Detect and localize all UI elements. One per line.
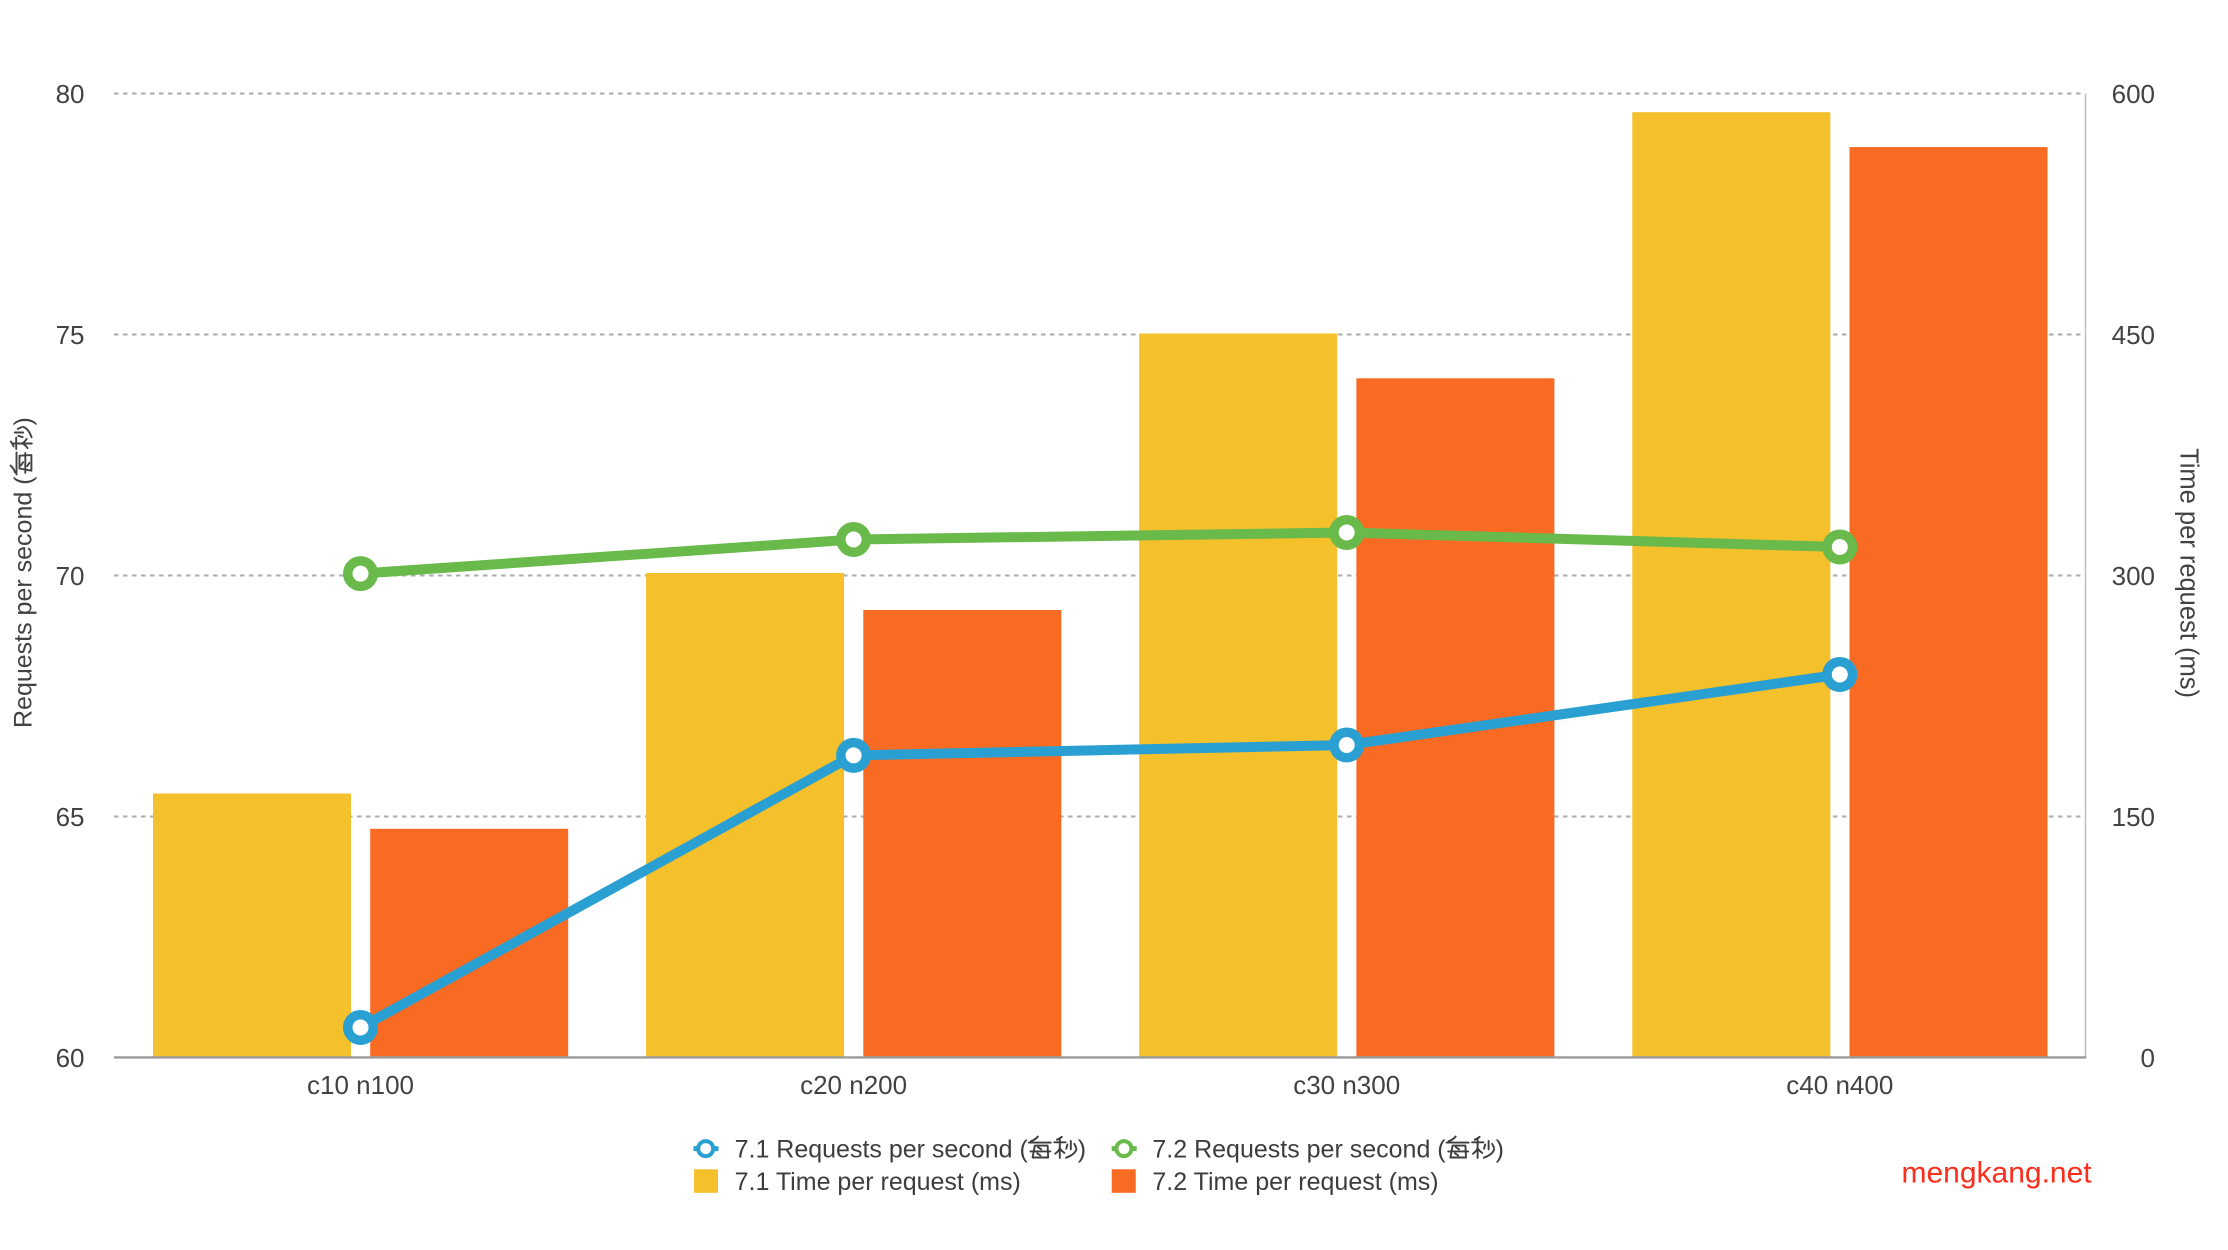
svg-text:70: 70 [56,561,85,591]
svg-text:150: 150 [2112,802,2155,832]
svg-text:Requests per second (: Requests per second ( [10,476,38,728]
svg-text:c10 n100: c10 n100 [307,1070,414,1100]
svg-text:0: 0 [2141,1043,2155,1073]
svg-text:80: 80 [56,79,85,109]
svg-text:7.2 Requests per second (: 7.2 Requests per second ( [1152,1136,1446,1164]
svg-text:450: 450 [2112,320,2155,350]
svg-text:Time per request (ms): Time per request (ms) [2175,448,2203,698]
svg-text:7.1 Time per request (ms): 7.1 Time per request (ms) [735,1168,1021,1196]
svg-text:60: 60 [56,1043,85,1073]
svg-text:): ) [1496,1136,1504,1164]
svg-text:7.1 Requests per second (: 7.1 Requests per second ( [735,1136,1029,1164]
svg-text:c20 n200: c20 n200 [800,1070,907,1100]
svg-text:7.2 Time per request (ms): 7.2 Time per request (ms) [1152,1168,1438,1196]
svg-text:65: 65 [56,802,85,832]
svg-text:75: 75 [56,320,85,350]
svg-text:c40 n400: c40 n400 [1786,1070,1893,1100]
svg-text:300: 300 [2112,561,2155,591]
svg-text:c30 n300: c30 n300 [1293,1070,1400,1100]
svg-text:): ) [1078,1136,1086,1164]
svg-text:): ) [10,417,38,425]
svg-text:mengkang.net: mengkang.net [1902,1157,2093,1190]
svg-text:600: 600 [2112,79,2155,109]
